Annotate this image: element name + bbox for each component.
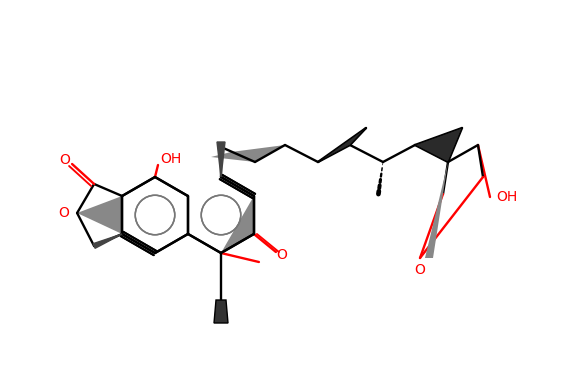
Text: O: O xyxy=(415,263,426,277)
Text: O: O xyxy=(58,206,69,220)
Polygon shape xyxy=(425,162,448,258)
Polygon shape xyxy=(77,196,122,234)
Text: O: O xyxy=(60,153,70,167)
Text: O: O xyxy=(276,248,287,262)
Polygon shape xyxy=(415,128,462,162)
Polygon shape xyxy=(211,145,285,162)
Polygon shape xyxy=(214,300,228,323)
Text: OH: OH xyxy=(496,190,517,204)
Polygon shape xyxy=(93,234,122,248)
Polygon shape xyxy=(217,142,225,177)
Polygon shape xyxy=(318,128,366,162)
Polygon shape xyxy=(221,196,254,253)
Text: OH: OH xyxy=(160,152,181,166)
